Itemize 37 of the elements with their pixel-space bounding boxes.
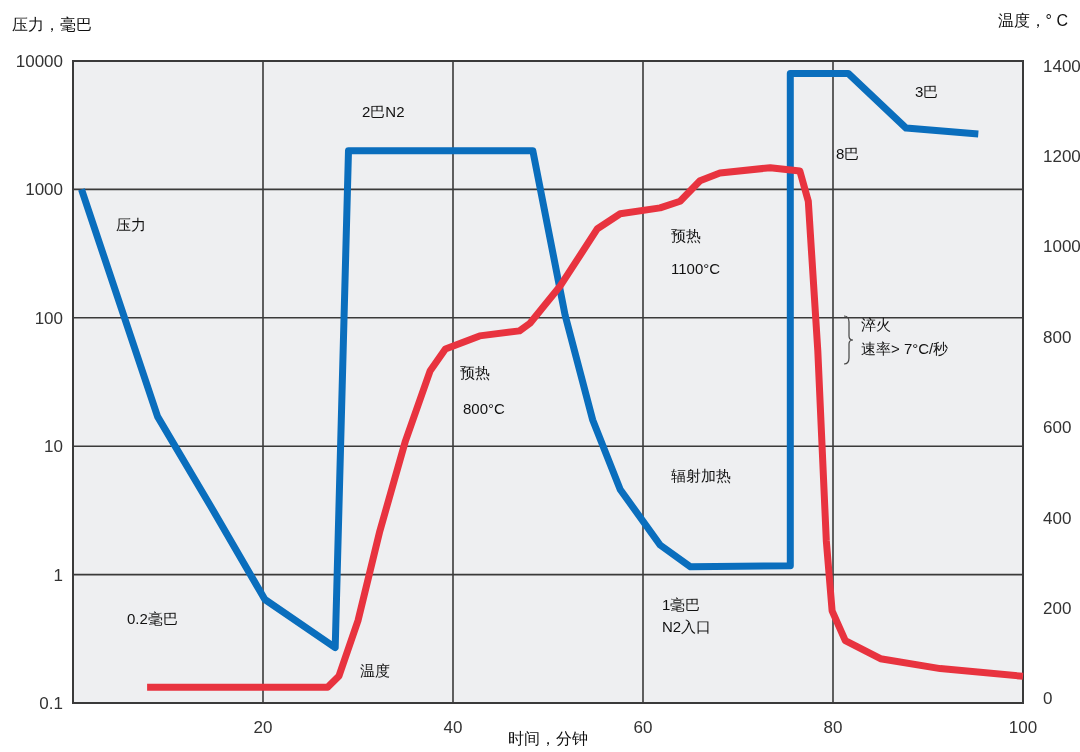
annotation: N2入口 xyxy=(662,617,712,635)
annotation: 速率> 7°C/秒 xyxy=(861,339,949,357)
x-tick-label: 100 xyxy=(1008,718,1038,737)
y2-tick-label: 600 xyxy=(1043,418,1072,438)
y2-tick-label: 0 xyxy=(1043,689,1053,709)
y-tick-label: 10000 xyxy=(15,52,63,71)
y2-tick-label: 1000 xyxy=(1043,237,1080,257)
y-tick-label: 0.1 xyxy=(39,694,63,713)
annotation: 2巴N2 xyxy=(362,102,405,120)
annotation: 8巴 xyxy=(836,144,860,162)
annotation: 辐射加热 xyxy=(671,466,731,484)
annotation: 3巴 xyxy=(915,82,939,100)
y2-tick-label: 1200 xyxy=(1043,146,1080,166)
y-tick-label: 1000 xyxy=(25,180,63,200)
y2-tick-label: 200 xyxy=(1043,599,1072,619)
y2-tick-label: 1400 xyxy=(1043,56,1080,76)
annotation: 预热 xyxy=(671,226,701,244)
annotation: 温度 xyxy=(360,661,390,679)
y-tick-label: 1 xyxy=(53,565,63,585)
annotation: 淬火 xyxy=(861,315,891,333)
y2-axis-title: 温度，° C xyxy=(997,12,1068,29)
x-axis-title: 时间，分钟 xyxy=(508,730,588,747)
x-tick-label: 20 xyxy=(253,718,273,737)
x-tick-label: 80 xyxy=(823,718,843,737)
annotation: 0.2毫巴 xyxy=(127,609,178,627)
annotation: 压力 xyxy=(116,215,146,233)
x-tick-label: 60 xyxy=(633,718,653,737)
y2-tick-label: 800 xyxy=(1043,327,1072,347)
y-tick-label: 10 xyxy=(44,437,63,457)
annotation: 1毫巴 xyxy=(662,595,701,613)
y2-tick-label: 400 xyxy=(1043,508,1072,528)
y-axis-title: 压力，毫巴 xyxy=(12,16,92,33)
annotation: 预热 xyxy=(460,363,490,381)
annotation: 800°C xyxy=(463,399,506,417)
annotation: 1100°C xyxy=(671,259,721,277)
y-tick-label: 100 xyxy=(34,308,63,328)
x-tick-label: 40 xyxy=(443,718,463,737)
